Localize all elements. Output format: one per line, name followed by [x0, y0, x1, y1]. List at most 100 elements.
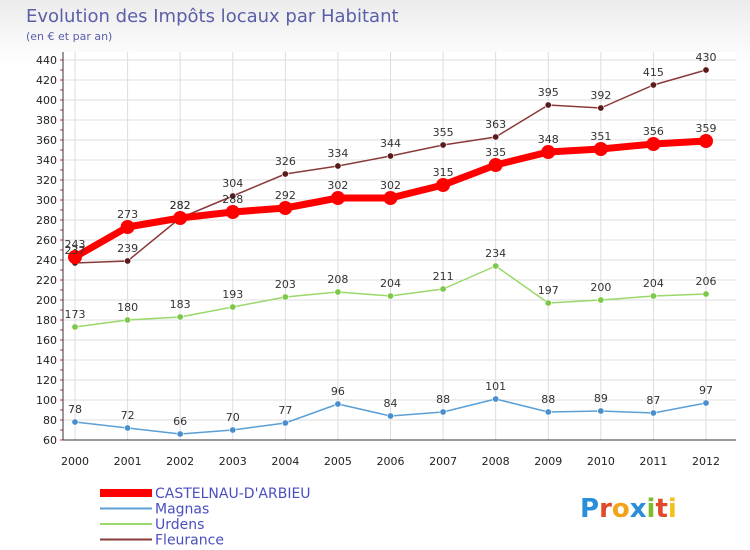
data-label: 197 — [538, 284, 559, 297]
plot-background — [63, 52, 736, 440]
data-point — [492, 133, 500, 141]
data-label: 288 — [222, 193, 243, 206]
data-point — [386, 292, 394, 300]
data-point — [593, 142, 608, 156]
data-label: 206 — [696, 275, 717, 288]
y-tick-label: 340 — [36, 154, 57, 167]
data-label: 200 — [590, 281, 611, 294]
data-point — [541, 145, 556, 159]
data-point — [176, 430, 184, 438]
data-label: 203 — [275, 278, 296, 291]
data-label: 302 — [380, 179, 401, 192]
data-label: 239 — [117, 242, 138, 255]
x-tick-label: 2005 — [324, 455, 352, 468]
logo-letter: i — [668, 494, 677, 524]
data-point — [492, 262, 500, 270]
data-point — [699, 134, 713, 148]
data-point — [436, 178, 451, 192]
data-label: 359 — [696, 122, 717, 135]
data-label: 72 — [121, 409, 135, 422]
data-label: 363 — [485, 118, 506, 131]
data-point — [278, 201, 293, 215]
y-tick-label: 100 — [36, 394, 57, 407]
data-label: 193 — [222, 288, 243, 301]
data-label: 415 — [643, 66, 664, 79]
data-label: 183 — [170, 298, 191, 311]
data-point — [71, 418, 79, 426]
data-point — [383, 191, 398, 205]
data-point — [281, 170, 289, 178]
data-label: 234 — [485, 247, 506, 260]
y-tick-label: 240 — [36, 254, 57, 267]
data-label: 87 — [646, 394, 660, 407]
y-tick-label: 60 — [43, 434, 57, 447]
data-point — [646, 137, 661, 151]
data-label: 334 — [327, 147, 348, 160]
y-tick-label: 320 — [36, 174, 57, 187]
data-point — [229, 303, 237, 311]
x-tick-label: 2009 — [534, 455, 562, 468]
data-label: 392 — [590, 89, 611, 102]
data-point — [334, 162, 342, 170]
logo-letter: o — [612, 494, 630, 524]
data-point — [281, 293, 289, 301]
data-point — [702, 399, 710, 407]
data-point — [386, 152, 394, 160]
data-label: 282 — [170, 199, 191, 212]
data-label: 237 — [65, 244, 86, 257]
data-point — [544, 299, 552, 307]
data-label: 101 — [485, 380, 506, 393]
data-point — [439, 408, 447, 416]
chart-title: Evolution des Impôts locaux par Habitant — [26, 6, 399, 27]
data-label: 88 — [541, 393, 555, 406]
x-tick-label: 2004 — [271, 455, 299, 468]
data-point — [124, 257, 132, 265]
data-point — [544, 408, 552, 416]
data-label: 326 — [275, 155, 296, 168]
data-point — [176, 313, 184, 321]
legend-label: Magnas — [155, 502, 209, 518]
data-point — [71, 323, 79, 331]
logo-letter: x — [630, 494, 647, 524]
data-point — [597, 407, 605, 415]
data-point — [229, 192, 237, 200]
proxiti-logo: Proxiti — [580, 494, 677, 524]
logo-letter: r — [599, 494, 612, 524]
data-label: 97 — [699, 384, 713, 397]
y-tick-label: 200 — [36, 294, 57, 307]
data-point — [330, 191, 345, 205]
data-label: 70 — [226, 411, 240, 424]
data-point — [124, 316, 132, 324]
legend-label: Urdens — [155, 517, 204, 533]
data-label: 302 — [327, 179, 348, 192]
y-tick-label: 160 — [36, 334, 57, 347]
y-tick-label: 260 — [36, 234, 57, 247]
data-label: 208 — [327, 273, 348, 286]
data-point — [439, 285, 447, 293]
data-label: 273 — [117, 208, 138, 221]
logo-letter: P — [580, 494, 599, 524]
data-point — [120, 220, 135, 234]
y-tick-label: 360 — [36, 134, 57, 147]
y-tick-label: 140 — [36, 354, 57, 367]
data-point — [488, 158, 503, 172]
data-label: 304 — [222, 177, 243, 190]
y-tick-label: 80 — [43, 414, 57, 427]
logo-letter: t — [655, 494, 667, 524]
data-point — [597, 296, 605, 304]
x-tick-label: 2000 — [61, 455, 89, 468]
data-label: 292 — [275, 189, 296, 202]
data-point — [649, 409, 657, 417]
data-point — [702, 290, 710, 298]
x-tick-label: 2011 — [639, 455, 667, 468]
data-point — [649, 81, 657, 89]
data-label: 355 — [433, 126, 454, 139]
x-tick-label: 2007 — [429, 455, 457, 468]
data-point — [439, 141, 447, 149]
data-point — [492, 395, 500, 403]
data-label: 78 — [68, 403, 82, 416]
data-label: 211 — [433, 270, 454, 283]
data-point — [281, 419, 289, 427]
data-label: 89 — [594, 392, 608, 405]
